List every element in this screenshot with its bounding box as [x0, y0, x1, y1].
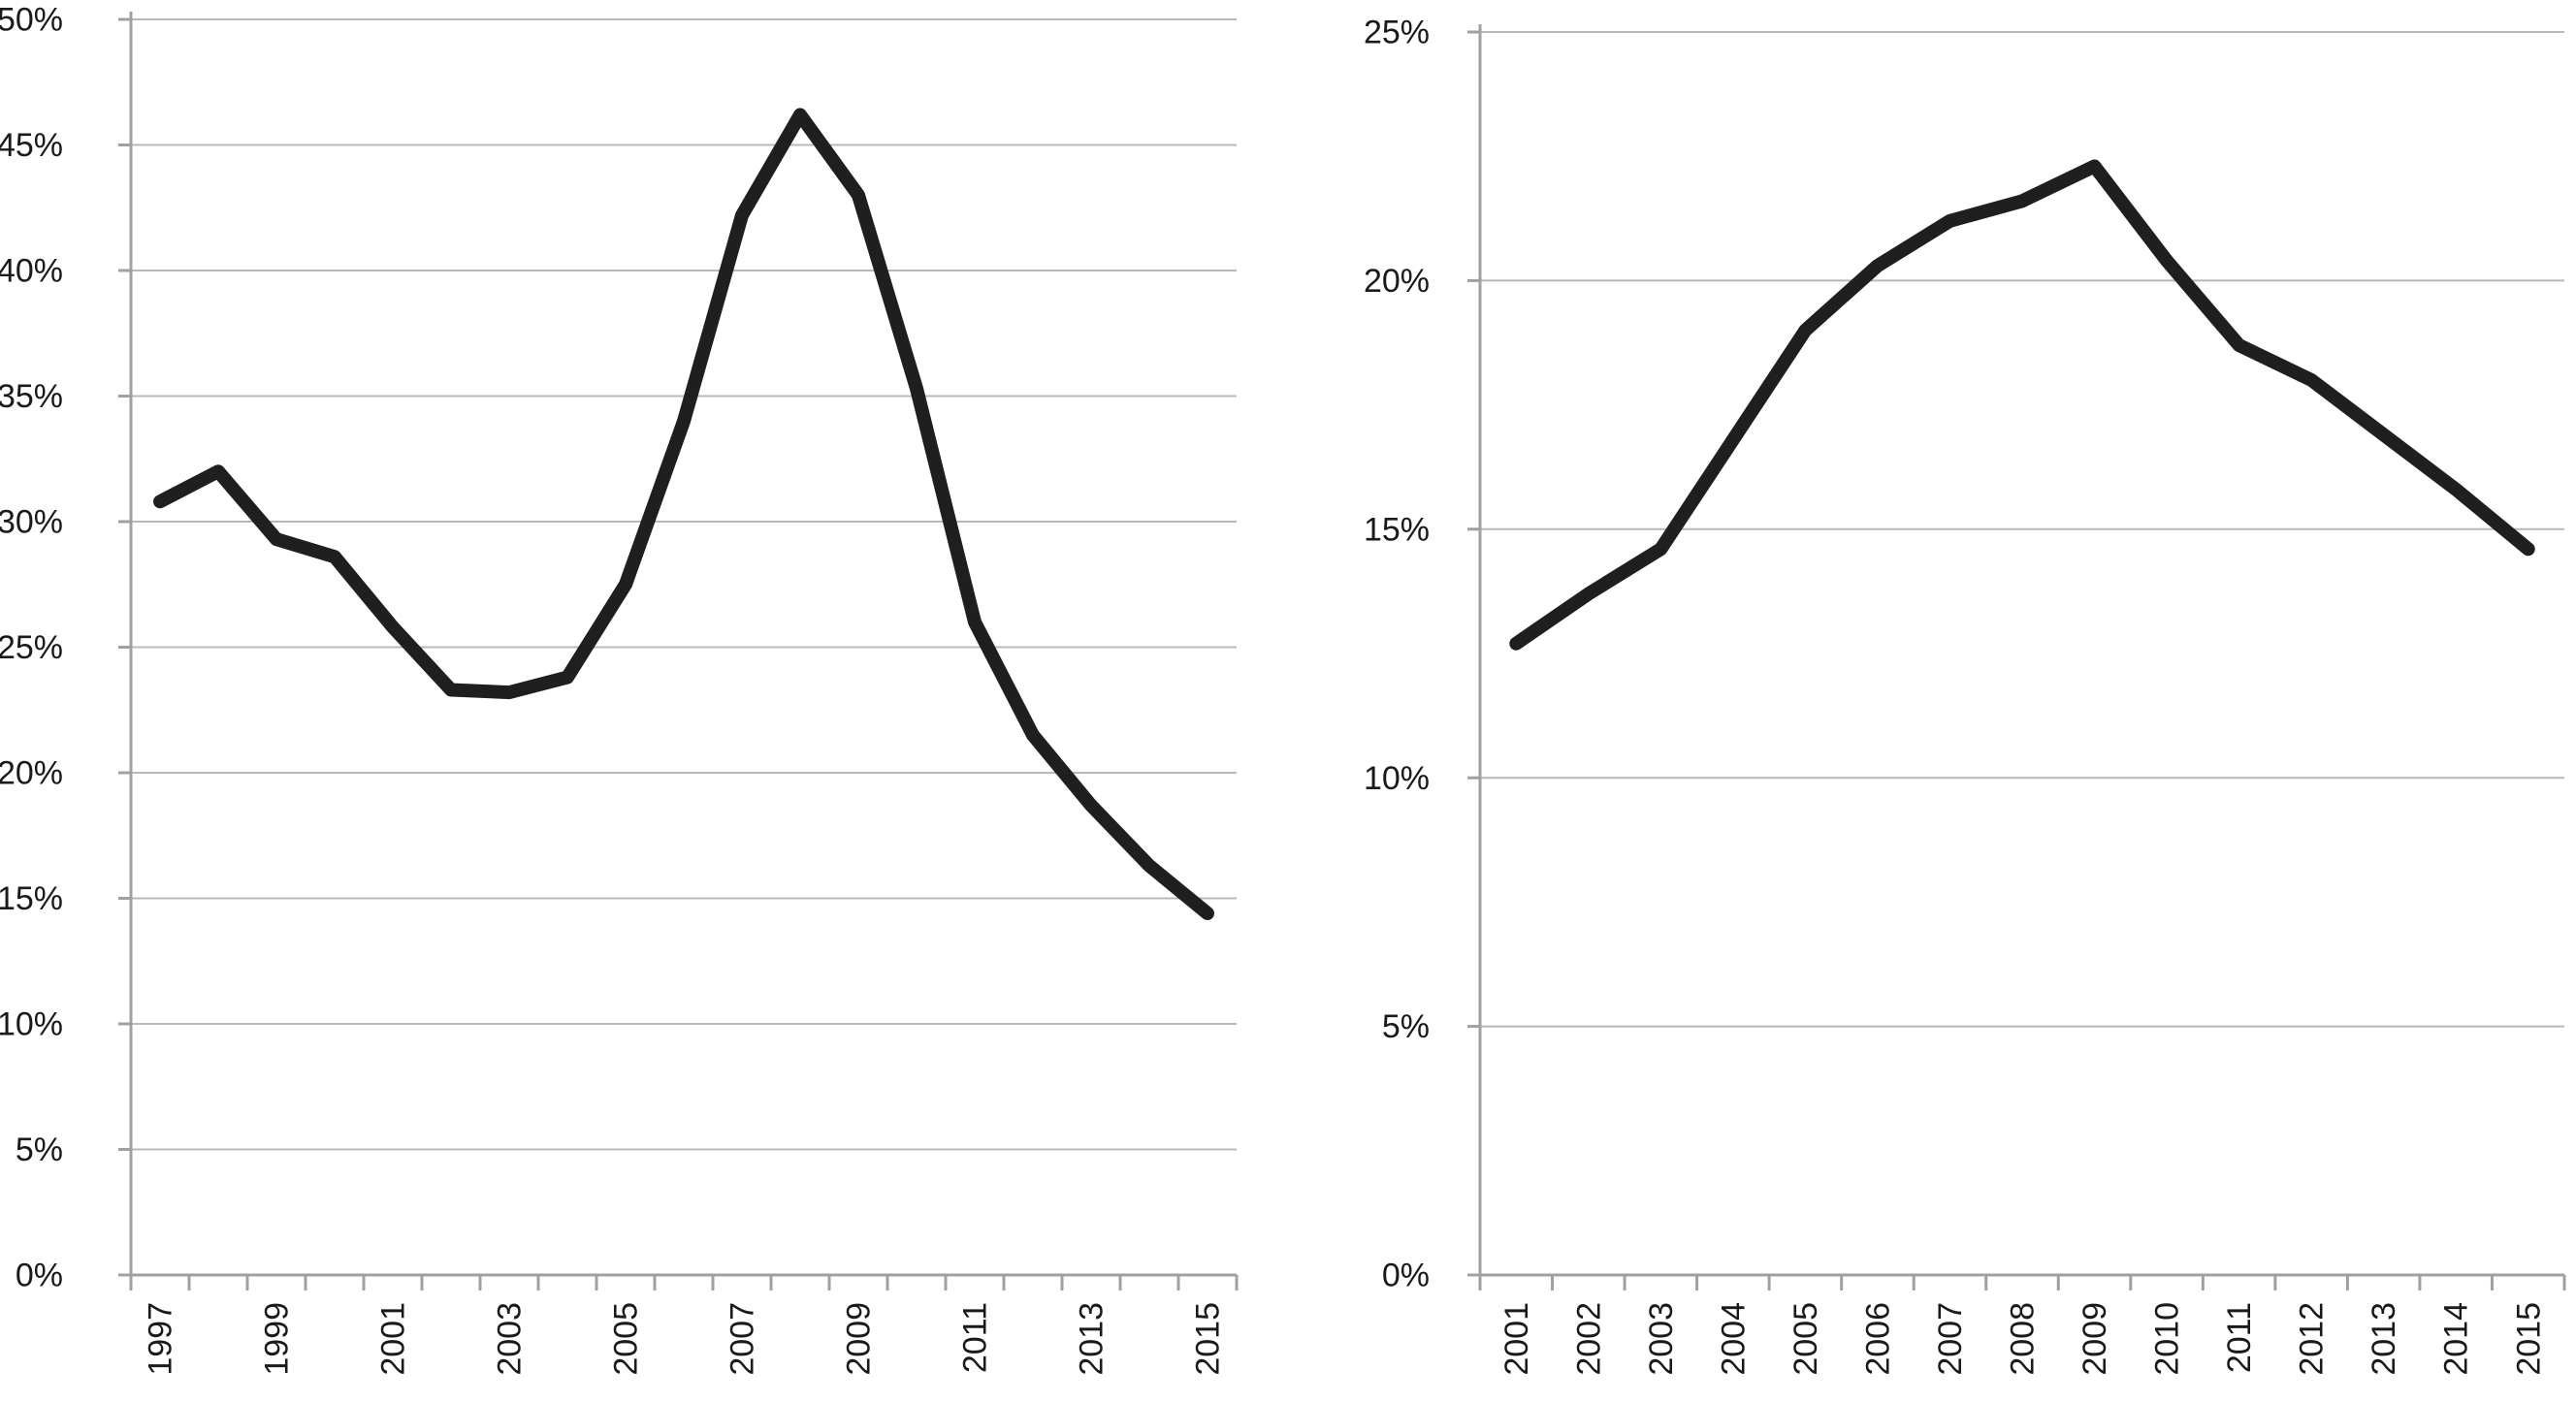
x-axis-label: 2009 [841, 1302, 878, 1376]
y-axis-label: 25% [1364, 15, 1430, 51]
y-axis-label: 20% [1364, 263, 1430, 300]
x-axis-label: 2005 [608, 1302, 645, 1376]
y-axis-label: 5% [1382, 1008, 1430, 1045]
y-axis-label: 20% [0, 755, 63, 792]
x-axis-label: 2013 [2366, 1302, 2402, 1376]
y-axis-label: 10% [1364, 760, 1430, 797]
x-axis-label: 2005 [1787, 1302, 1824, 1376]
x-axis-label: 1997 [143, 1302, 179, 1376]
x-axis-label: 2014 [2438, 1302, 2475, 1376]
x-axis-label: 2002 [1570, 1302, 1607, 1376]
x-axis-label: 2001 [1498, 1302, 1535, 1376]
x-axis-label: 2007 [724, 1302, 761, 1376]
x-axis-label: 1999 [259, 1302, 296, 1376]
y-axis-label: 15% [1364, 511, 1430, 548]
x-axis-label: 2015 [1190, 1302, 1227, 1376]
y-axis-label: 50% [0, 2, 63, 39]
right-chart-plot: 0% 5% 10% 15% 20% 25% 2001 2002 2003 2004 2005 2006… [1364, 15, 2566, 1376]
left-chart-plot: 0% 5% 10% 15% 20% 25% 30% 35% 40% 45% 50% 1997 1999 2… [0, 2, 1239, 1376]
x-axis-label: 2013 [1074, 1302, 1111, 1376]
x-axis-label: 2012 [2294, 1302, 2331, 1376]
x-axis-label: 2008 [2005, 1302, 2042, 1376]
left-chart-figure: 0% 5% 10% 15% 20% 25% 30% 35% 40% 45% 50% 1997 1999 2… [0, 2, 1239, 1376]
y-axis-label: 15% [0, 880, 63, 917]
x-axis-label: 2006 [1859, 1302, 1896, 1376]
x-axis-label: 2003 [1643, 1302, 1680, 1376]
y-axis-label: 35% [0, 378, 63, 415]
y-axis-label: 45% [0, 127, 63, 164]
y-axis-label: 30% [0, 504, 63, 541]
x-axis-label: 2011 [2221, 1302, 2258, 1373]
y-axis-label: 10% [0, 1006, 63, 1043]
y-axis-label: 5% [16, 1131, 63, 1168]
y-axis-label: 0% [16, 1258, 63, 1294]
y-axis-label: 40% [0, 253, 63, 290]
x-axis-label: 2003 [492, 1302, 529, 1376]
x-axis-label: 2009 [2077, 1302, 2113, 1376]
x-axis-label: 2015 [2510, 1302, 2547, 1376]
y-axis-label: 0% [1382, 1258, 1430, 1294]
data-line-series [1509, 159, 2535, 651]
x-axis-label: 2010 [2149, 1302, 2186, 1376]
x-axis-label: 2004 [1715, 1302, 1752, 1376]
right-chart-figure: 0% 5% 10% 15% 20% 25% 2001 2002 2003 2004 2005 2006… [1288, 0, 2576, 1402]
x-axis-label: 2011 [957, 1302, 994, 1373]
y-axis-label: 25% [0, 629, 63, 666]
x-axis-label: 2007 [1932, 1302, 1969, 1376]
data-line-series [153, 108, 1214, 921]
x-axis-label: 2001 [375, 1302, 412, 1376]
